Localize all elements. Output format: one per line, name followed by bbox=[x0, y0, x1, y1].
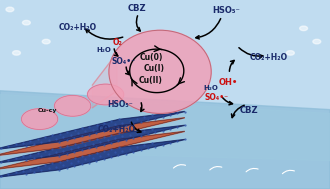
Circle shape bbox=[87, 84, 124, 105]
Text: Cu(0): Cu(0) bbox=[140, 53, 163, 62]
Circle shape bbox=[13, 51, 20, 55]
Text: Cu(II): Cu(II) bbox=[138, 76, 162, 85]
Polygon shape bbox=[0, 94, 330, 161]
Polygon shape bbox=[0, 125, 185, 163]
Circle shape bbox=[300, 26, 308, 31]
Text: Cu(I): Cu(I) bbox=[144, 64, 165, 74]
Polygon shape bbox=[0, 139, 185, 178]
Text: CBZ: CBZ bbox=[128, 4, 146, 13]
Polygon shape bbox=[0, 112, 185, 150]
Circle shape bbox=[313, 39, 321, 44]
Circle shape bbox=[6, 7, 14, 12]
Circle shape bbox=[286, 51, 294, 55]
Circle shape bbox=[54, 95, 91, 116]
Polygon shape bbox=[92, 53, 117, 108]
Circle shape bbox=[21, 109, 58, 129]
Polygon shape bbox=[0, 131, 185, 170]
Text: SO₄•⁻: SO₄•⁻ bbox=[204, 93, 228, 102]
Text: CO₂+H₂O: CO₂+H₂O bbox=[58, 23, 97, 32]
Text: H₂O: H₂O bbox=[203, 85, 218, 91]
Text: SO₄•⁻: SO₄•⁻ bbox=[112, 57, 136, 66]
Text: OH•: OH• bbox=[219, 78, 238, 87]
Text: O₂: O₂ bbox=[112, 38, 122, 47]
Text: Cu-cy: Cu-cy bbox=[38, 108, 58, 113]
Circle shape bbox=[22, 20, 30, 25]
Text: CO₂+H₂O: CO₂+H₂O bbox=[250, 53, 288, 62]
Ellipse shape bbox=[109, 30, 211, 113]
Text: CO₂+H₂O: CO₂+H₂O bbox=[98, 125, 136, 134]
Text: CBZ: CBZ bbox=[240, 106, 258, 115]
Text: HSO₅⁻: HSO₅⁻ bbox=[108, 100, 133, 109]
Polygon shape bbox=[0, 91, 330, 189]
Polygon shape bbox=[0, 118, 185, 156]
Text: HSO₅⁻: HSO₅⁻ bbox=[212, 6, 240, 15]
Text: H₂O: H₂O bbox=[96, 47, 112, 53]
Circle shape bbox=[42, 39, 50, 44]
